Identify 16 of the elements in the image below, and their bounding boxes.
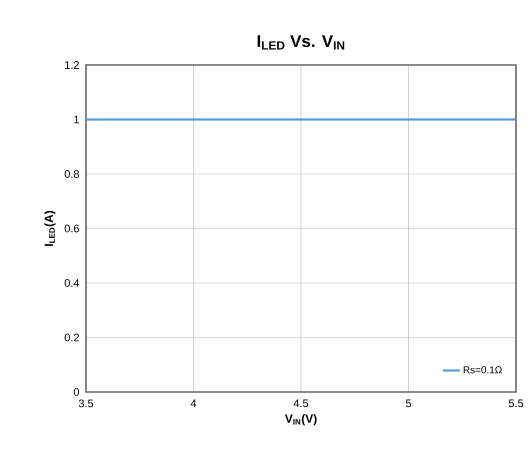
x-tick-label: 4 [190, 400, 196, 408]
y-tick-label: 0 [74, 388, 80, 396]
chart-title: I$_{LED}$ Vs. V$_{IN}$ [258, 35, 344, 50]
y-tick-label: 1 [74, 116, 79, 124]
legend-label: Rs=0.1Ω [464, 366, 502, 374]
x-tick-label: 4.5 [294, 400, 308, 408]
y-tick-label: 0.4 [64, 279, 80, 287]
x-tick-label: 5.5 [508, 400, 524, 408]
y-tick-label: 0.2 [64, 334, 79, 342]
y-tick-label: 0.8 [64, 170, 80, 178]
y-axis-title: I$_{LED}$(A) [44, 210, 56, 246]
y-tick-label: 0.6 [64, 224, 80, 232]
x-tick-label: 3.5 [78, 400, 94, 408]
y-tick-label: 1.2 [65, 61, 79, 69]
x-tick-label: 5 [406, 400, 412, 408]
x-axis-title: V$_{IN}$(V) [284, 414, 317, 426]
